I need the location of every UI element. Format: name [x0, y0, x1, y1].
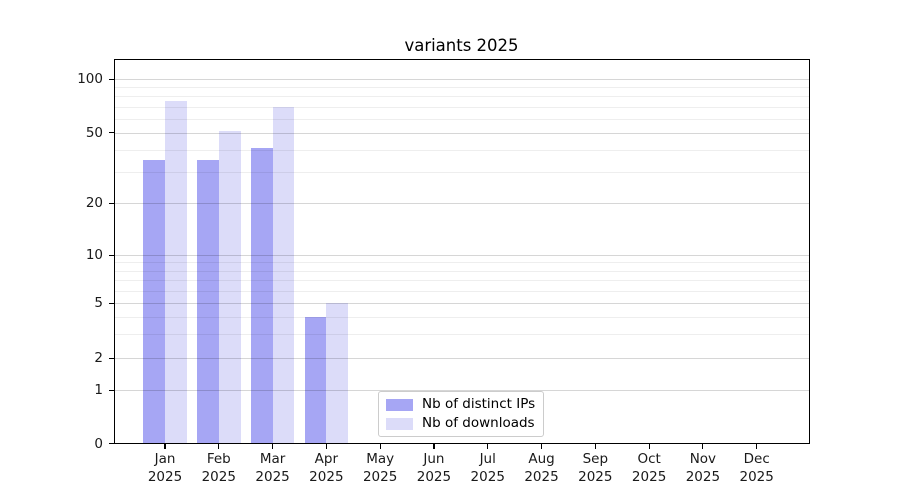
gridline-minor-60	[113, 118, 810, 120]
x-tick-label-jan: Jan 2025	[147, 451, 183, 485]
gridline-major-2	[113, 358, 810, 360]
x-tick-label-may: May 2025	[362, 451, 398, 485]
y-tick-mark-100	[109, 78, 114, 80]
x-tick-mark-may	[379, 444, 381, 449]
x-tick-mark-jul	[487, 444, 489, 449]
gridline-minor-9	[113, 262, 810, 264]
legend-entry-downloads: Nb of downloads	[386, 416, 543, 431]
x-tick-mark-sep	[594, 444, 596, 449]
y-tick-mark-2	[109, 357, 114, 359]
x-tick-mark-feb	[218, 444, 220, 449]
plot-area-border	[113, 59, 810, 445]
x-tick-label-aug: Aug 2025	[524, 451, 559, 485]
y-tick-mark-1	[109, 389, 114, 391]
x-tick-label-apr: Apr 2025	[309, 451, 344, 485]
x-tick-mark-aug	[540, 444, 543, 449]
x-tick-mark-dec	[756, 444, 758, 449]
y-tick-mark-20	[109, 202, 114, 204]
y-tick-mark-10	[109, 254, 114, 256]
y-tick-mark-0	[109, 443, 114, 445]
gridline-minor-3	[113, 333, 810, 335]
gridline-minor-8	[113, 270, 810, 272]
gridline-major-20	[113, 203, 810, 205]
bar-distinct-ips-jan	[143, 160, 165, 444]
bar-distinct-ips-mar	[250, 147, 273, 444]
legend-swatch-distinct-ips	[386, 398, 413, 411]
gridline-major-5	[113, 303, 810, 305]
y-tick-label-0: 0	[94, 435, 103, 452]
bar-downloads-apr	[326, 303, 349, 444]
y-tick-mark-5	[109, 302, 114, 304]
legend-label-distinct-ips: Nb of distinct IPs	[422, 396, 536, 412]
y-tick-label-2: 2	[94, 350, 103, 367]
y-tick-label-50: 50	[85, 124, 103, 141]
gridline-minor-6	[113, 290, 810, 292]
y-tick-label-5: 5	[94, 295, 103, 312]
gridline-major-10	[113, 255, 810, 256]
gridline-minor-7	[113, 279, 810, 281]
gridline-minor-4	[113, 316, 810, 318]
x-tick-label-sep: Sep 2025	[578, 451, 613, 485]
x-tick-mark-jan	[164, 444, 166, 449]
legend-label-downloads: Nb of downloads	[422, 415, 535, 431]
gridline-minor-40	[113, 149, 810, 151]
x-tick-label-oct: Oct 2025	[631, 451, 667, 485]
bar-downloads-feb	[218, 131, 241, 444]
y-tick-label-10: 10	[85, 247, 103, 263]
x-tick-mark-nov	[702, 444, 704, 449]
gridline-minor-70	[113, 106, 810, 108]
gridline-major-1	[113, 390, 810, 391]
gridline-major-50	[113, 132, 810, 134]
x-tick-mark-mar	[271, 444, 274, 449]
x-tick-mark-apr	[325, 444, 327, 449]
gridline-minor-90	[113, 87, 810, 89]
legend-swatch-downloads	[386, 417, 413, 430]
x-tick-label-jul: Jul 2025	[470, 451, 505, 485]
gridline-major-100	[113, 79, 810, 81]
bar-distinct-ips-apr	[304, 316, 327, 444]
chart-title: variants 2025	[404, 36, 519, 55]
bar-downloads-mar	[272, 106, 295, 444]
bar-downloads-jan	[165, 101, 187, 444]
y-tick-label-1: 1	[94, 382, 103, 398]
x-tick-label-mar: Mar 2025	[255, 451, 290, 485]
legend-entry-distinct-ips: Nb of distinct IPs	[386, 397, 543, 412]
y-tick-mark-50	[109, 132, 114, 134]
y-tick-label-100: 100	[77, 71, 103, 88]
x-tick-label-dec: Dec 2025	[739, 451, 774, 485]
gridline-minor-30	[113, 172, 810, 174]
x-tick-label-feb: Feb 2025	[201, 451, 236, 485]
bar-distinct-ips-feb	[196, 160, 219, 444]
legend: Nb of distinct IPs Nb of downloads	[378, 391, 544, 437]
gridline-minor-80	[113, 96, 810, 98]
x-tick-label-nov: Nov 2025	[685, 451, 721, 485]
x-tick-mark-jun	[433, 444, 435, 449]
x-tick-label-jun: Jun 2025	[416, 451, 452, 485]
x-tick-mark-oct	[648, 444, 650, 449]
y-tick-label-20: 20	[85, 195, 103, 212]
